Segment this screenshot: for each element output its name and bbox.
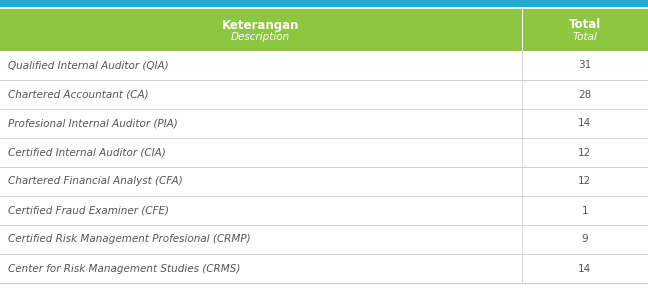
- Text: Profesional Internal Auditor (PIA): Profesional Internal Auditor (PIA): [8, 119, 178, 128]
- Text: 28: 28: [578, 90, 592, 99]
- Bar: [0, 51, 648, 80]
- Bar: [0, 254, 648, 283]
- Text: 9: 9: [581, 235, 588, 244]
- Bar: [0, 138, 648, 167]
- Bar: [0, 167, 648, 196]
- Bar: [0, 9, 522, 51]
- Bar: [0, 225, 648, 254]
- Text: 31: 31: [578, 61, 592, 70]
- Text: Certified Risk Management Profesional (CRMP): Certified Risk Management Profesional (C…: [8, 235, 251, 244]
- Text: Certified Internal Auditor (CIA): Certified Internal Auditor (CIA): [8, 148, 166, 157]
- Text: Center for Risk Management Studies (CRMS): Center for Risk Management Studies (CRMS…: [8, 264, 240, 273]
- Bar: [523, 9, 648, 51]
- Text: 14: 14: [578, 264, 592, 273]
- Text: Chartered Financial Analyst (CFA): Chartered Financial Analyst (CFA): [8, 177, 183, 186]
- Bar: [0, 7, 648, 9]
- Text: 14: 14: [578, 119, 592, 128]
- Bar: [0, 0, 648, 7]
- Text: 12: 12: [578, 177, 592, 186]
- Text: Total: Total: [569, 19, 601, 32]
- Bar: [0, 196, 648, 225]
- Bar: [0, 109, 648, 138]
- Text: Description: Description: [231, 32, 290, 42]
- Text: 12: 12: [578, 148, 592, 157]
- Text: 1: 1: [581, 206, 588, 215]
- Text: Total: Total: [572, 32, 597, 42]
- Text: Chartered Accountant (CA): Chartered Accountant (CA): [8, 90, 148, 99]
- Bar: [0, 80, 648, 109]
- Text: Certified Fraud Examiner (CFE): Certified Fraud Examiner (CFE): [8, 206, 169, 215]
- Text: Keterangan: Keterangan: [222, 19, 299, 32]
- Text: Qualified Internal Auditor (QIA): Qualified Internal Auditor (QIA): [8, 61, 168, 70]
